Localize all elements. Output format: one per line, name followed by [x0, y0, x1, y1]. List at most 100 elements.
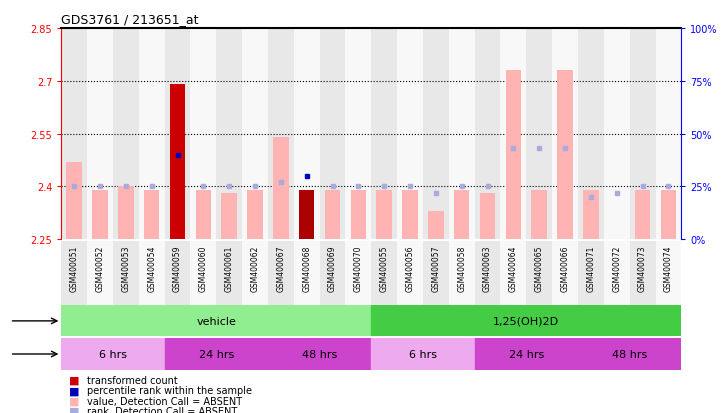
Text: ■: ■	[68, 396, 79, 406]
Bar	[216, 29, 242, 240]
Text: percentile rank within the sample: percentile rank within the sample	[87, 385, 252, 395]
Bar	[87, 242, 113, 306]
Bar	[299, 190, 314, 240]
Bar	[164, 29, 190, 240]
Text: GSM400056: GSM400056	[406, 245, 415, 291]
Text: GSM400071: GSM400071	[586, 245, 596, 291]
Bar	[423, 29, 448, 240]
Bar	[500, 242, 526, 306]
Text: GSM400061: GSM400061	[225, 245, 234, 291]
Bar	[428, 211, 443, 240]
Bar	[92, 190, 108, 240]
Bar	[345, 242, 371, 306]
Bar	[583, 190, 598, 240]
Text: 6 hrs: 6 hrs	[409, 349, 437, 359]
Bar	[629, 242, 655, 306]
Text: GSM400060: GSM400060	[199, 245, 208, 291]
Text: rank, Detection Call = ABSENT: rank, Detection Call = ABSENT	[87, 406, 236, 413]
Bar	[376, 190, 392, 240]
Bar	[138, 242, 164, 306]
Text: GSM400065: GSM400065	[535, 245, 544, 291]
Text: 6 hrs: 6 hrs	[99, 349, 127, 359]
Bar	[113, 29, 138, 240]
Bar	[113, 242, 138, 306]
Bar	[190, 242, 216, 306]
Bar	[61, 29, 87, 240]
Bar	[371, 339, 474, 370]
Bar	[190, 29, 216, 240]
Bar	[61, 339, 164, 370]
Bar	[629, 29, 655, 240]
Text: GSM400055: GSM400055	[380, 245, 389, 291]
Text: GSM400058: GSM400058	[457, 245, 466, 291]
Text: GSM400068: GSM400068	[302, 245, 311, 291]
Bar	[552, 242, 578, 306]
Bar	[578, 29, 603, 240]
Text: 48 hrs: 48 hrs	[612, 349, 647, 359]
Text: GSM400070: GSM400070	[354, 245, 363, 291]
Bar	[61, 306, 371, 337]
Bar	[319, 29, 345, 240]
Bar	[293, 242, 319, 306]
Text: ■: ■	[68, 406, 79, 413]
Bar	[66, 162, 82, 240]
Text: GSM400062: GSM400062	[251, 245, 260, 291]
Bar	[138, 29, 164, 240]
Text: GSM400057: GSM400057	[431, 245, 441, 291]
Text: GSM400063: GSM400063	[483, 245, 492, 291]
Text: GSM400051: GSM400051	[70, 245, 79, 291]
Text: vehicle: vehicle	[196, 316, 236, 326]
Bar	[268, 339, 371, 370]
Text: GSM400052: GSM400052	[96, 245, 105, 291]
Bar	[144, 190, 159, 240]
Bar	[324, 190, 340, 240]
Bar	[371, 29, 397, 240]
Text: GDS3761 / 213651_at: GDS3761 / 213651_at	[61, 13, 199, 26]
Bar	[397, 242, 423, 306]
Text: GSM400059: GSM400059	[173, 245, 182, 291]
Bar	[221, 194, 237, 240]
Text: GSM400073: GSM400073	[638, 245, 647, 291]
Bar	[474, 29, 500, 240]
Bar	[423, 242, 448, 306]
Bar	[247, 190, 262, 240]
Bar	[118, 187, 133, 240]
Bar	[552, 29, 578, 240]
Bar	[402, 190, 417, 240]
Bar	[578, 242, 603, 306]
Bar	[319, 242, 345, 306]
Bar	[474, 242, 500, 306]
Bar	[268, 242, 293, 306]
Text: value, Detection Call = ABSENT: value, Detection Call = ABSENT	[87, 396, 242, 406]
Bar	[557, 71, 572, 240]
Text: GSM400069: GSM400069	[328, 245, 337, 291]
Bar	[164, 339, 268, 370]
Bar	[216, 242, 242, 306]
Bar	[660, 190, 676, 240]
Text: 1,25(OH)2D: 1,25(OH)2D	[493, 316, 559, 326]
Bar	[164, 242, 190, 306]
Bar	[350, 190, 366, 240]
Bar	[293, 29, 319, 240]
Bar	[448, 29, 474, 240]
Text: GSM400074: GSM400074	[664, 245, 673, 291]
Bar	[448, 242, 474, 306]
Bar	[87, 29, 113, 240]
Bar	[578, 339, 681, 370]
Bar	[170, 85, 185, 240]
Bar	[479, 194, 495, 240]
Bar	[242, 29, 268, 240]
Text: GSM400053: GSM400053	[121, 245, 131, 291]
Bar	[454, 190, 469, 240]
Bar	[242, 242, 268, 306]
Bar	[526, 242, 552, 306]
Bar	[603, 29, 629, 240]
Text: ■: ■	[68, 375, 79, 385]
Text: GSM400067: GSM400067	[276, 245, 286, 291]
Bar	[634, 190, 650, 240]
Bar	[371, 306, 681, 337]
Bar	[474, 339, 578, 370]
Text: 48 hrs: 48 hrs	[302, 349, 337, 359]
Text: GSM400066: GSM400066	[561, 245, 570, 291]
Text: GSM400054: GSM400054	[147, 245, 156, 291]
